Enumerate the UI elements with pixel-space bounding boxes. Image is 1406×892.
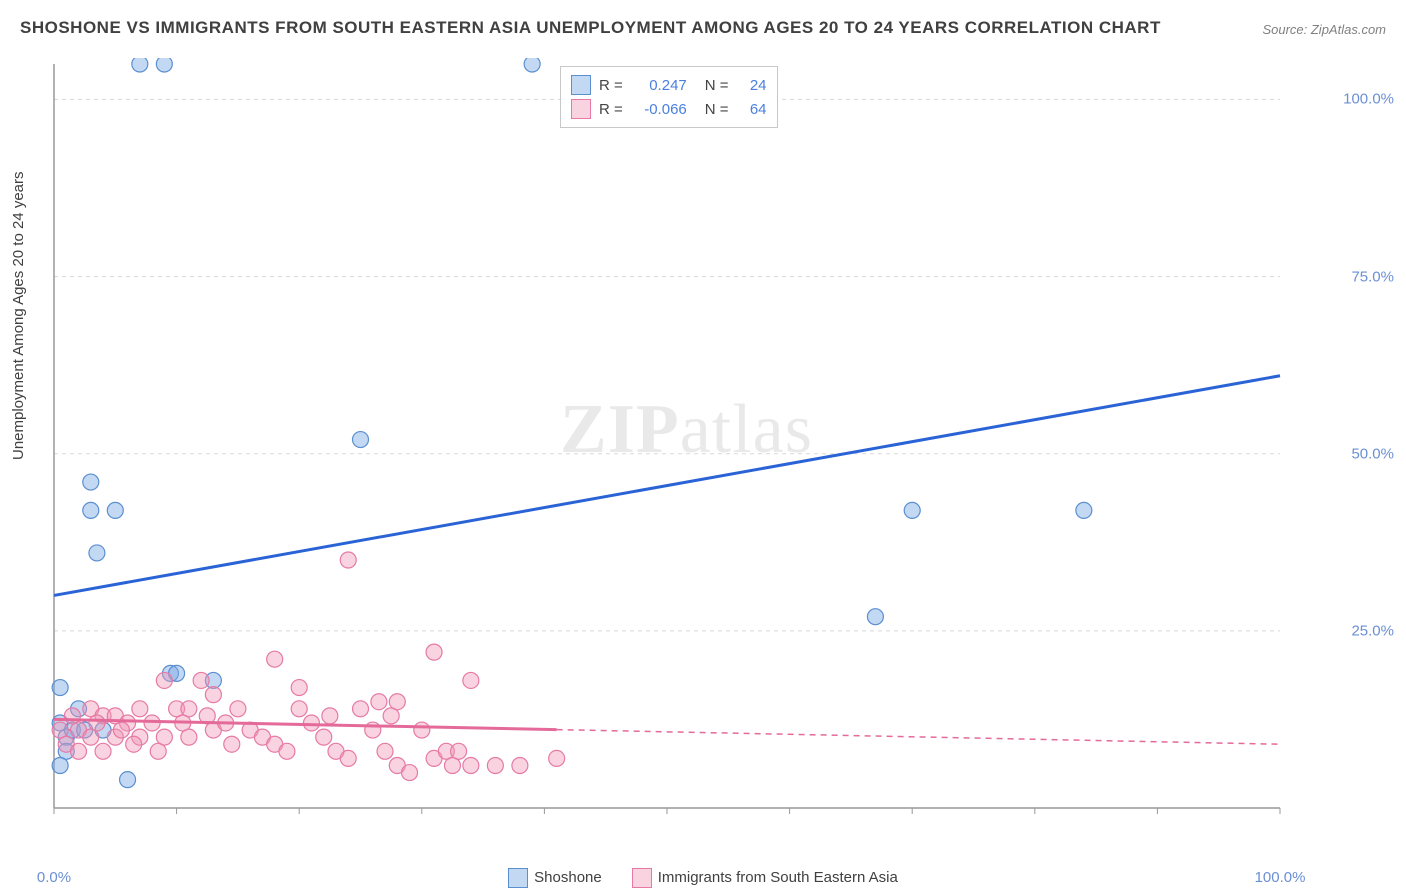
y-tick-label: 75.0% — [1351, 268, 1394, 285]
scatter-plot — [48, 58, 1338, 838]
y-tick-label: 100.0% — [1343, 91, 1394, 108]
source-label: Source: ZipAtlas.com — [1262, 22, 1386, 37]
series-legend: Shoshone Immigrants from South Eastern A… — [0, 868, 1406, 888]
chart-title: SHOSHONE VS IMMIGRANTS FROM SOUTH EASTER… — [20, 18, 1161, 38]
legend-item-immigrants: Immigrants from South Eastern Asia — [632, 868, 898, 888]
correlation-legend: R =0.247N =24R =-0.066N =64 — [560, 66, 778, 128]
x-tick-label: 100.0% — [1255, 869, 1306, 886]
legend-item-shoshone: Shoshone — [508, 868, 602, 888]
swatch-icon — [508, 868, 528, 888]
x-tick-label: 0.0% — [37, 869, 71, 886]
swatch-icon — [632, 868, 652, 888]
legend-correlation-row: R =-0.066N =64 — [571, 97, 767, 121]
y-tick-label: 25.0% — [1351, 622, 1394, 639]
y-tick-label: 50.0% — [1351, 445, 1394, 462]
y-axis-label: Unemployment Among Ages 20 to 24 years — [10, 171, 27, 460]
chart-container: SHOSHONE VS IMMIGRANTS FROM SOUTH EASTER… — [0, 0, 1406, 892]
legend-correlation-row: R =0.247N =24 — [571, 73, 767, 97]
